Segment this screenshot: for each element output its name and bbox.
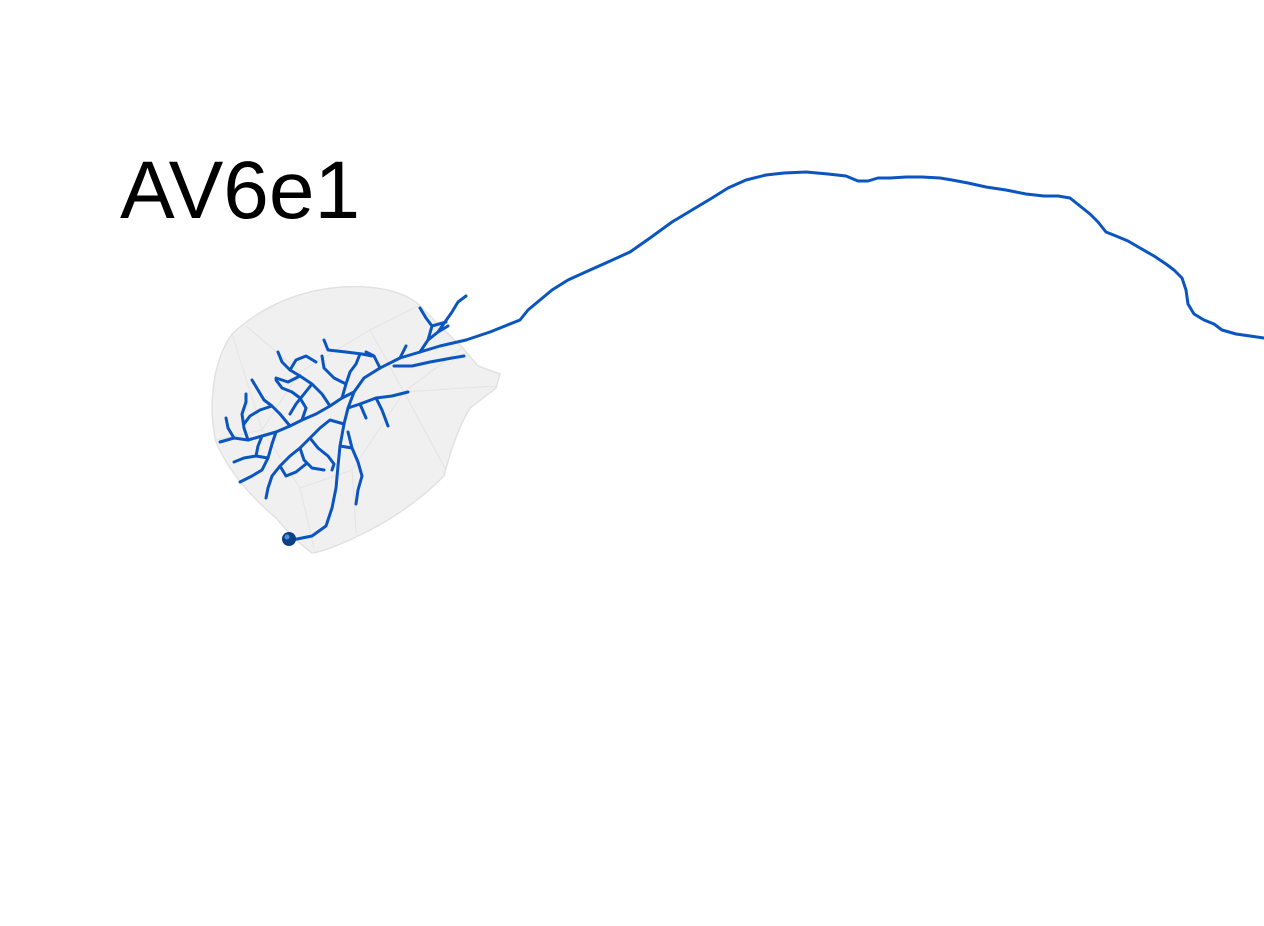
neuron-type-label: AV6e1 [120,145,361,236]
dendrite-branch [274,354,318,384]
primary-neurite [290,338,468,542]
soma [282,532,296,546]
dendrite-branch [298,436,336,472]
neuropil-mesh [211,285,501,554]
neuron-skeleton [218,170,1264,542]
dendrite-branch [322,338,374,358]
dendrite-branch [418,294,468,354]
dendrite-branch [254,434,308,478]
axon-branch [464,170,1264,342]
dendrite-branch [338,430,364,506]
dendrite-branch [274,378,308,422]
dendrite-branch [364,344,466,370]
dendrite-branch [242,378,292,428]
dendrite-branch [320,352,362,400]
dendrite-branch [232,430,278,484]
dendrite-branch [224,392,250,442]
dendrite-branch [346,390,410,428]
dendrite-branch [264,418,346,500]
